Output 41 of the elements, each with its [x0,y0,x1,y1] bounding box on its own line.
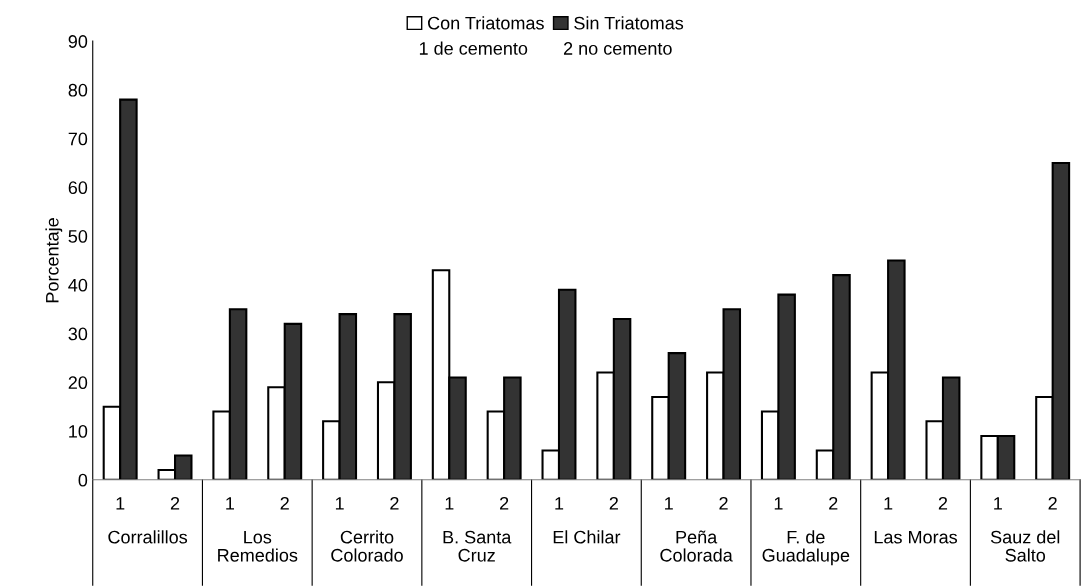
x-tick-label: 2 [938,496,948,510]
y-tick-label: 30 [68,327,88,341]
y-tick-label: 80 [68,83,88,97]
x-tick-label: 1 [994,497,1002,510]
x-tick-label: 2 [829,496,838,510]
chart-subtitle: 1 de cemento 2 no cemento [419,41,672,55]
y-tick-label: 10 [69,425,88,438]
y-tick-label: 0 [78,473,88,487]
x-tick-label: 1 [116,497,125,510]
text: B. Santa Cruz [443,530,512,562]
text: Sauz del Salto [990,530,1060,562]
text: Peña Colorada [660,530,733,562]
x-tick-label: 2 [170,496,180,510]
y-tick-label: 50 [68,230,88,243]
x-tick-label: 1 [335,497,344,510]
x-tick-label: 2 [719,496,728,510]
x-tick-label: 2 [609,496,618,510]
x-tick-label: 2 [1048,496,1057,510]
x-tick-label: 2 [500,496,509,510]
text: Los Remedios [218,530,298,562]
text: Corralillos [108,530,188,544]
legend-label: Con Triatomas [428,16,544,30]
text: Las Moras [874,530,958,544]
x-tick-label: 1 [665,497,673,510]
text: F. de Guadalupe [762,530,850,566]
y-tick-label: 70 [68,132,88,146]
y-tick-label: 90 [68,35,88,48]
x-tick-label: 1 [445,497,454,510]
x-tick-label: 1 [774,497,783,510]
x-tick-label: 2 [280,496,289,510]
x-tick-label: 1 [555,497,564,510]
text: El Chilar [553,530,621,544]
x-tick-label: 2 [390,496,399,510]
x-tick-label: 1 [226,497,235,510]
y-tick-label: 20 [68,376,88,390]
x-tick-label: 1 [884,497,893,510]
y-axis-title: Porcentaje [45,218,63,303]
legend-label: Sin Triatomas [574,16,684,30]
y-tick-label: 60 [68,181,88,195]
text: Cerrito Colorado [331,530,403,562]
y-tick-label: 40 [68,278,88,292]
